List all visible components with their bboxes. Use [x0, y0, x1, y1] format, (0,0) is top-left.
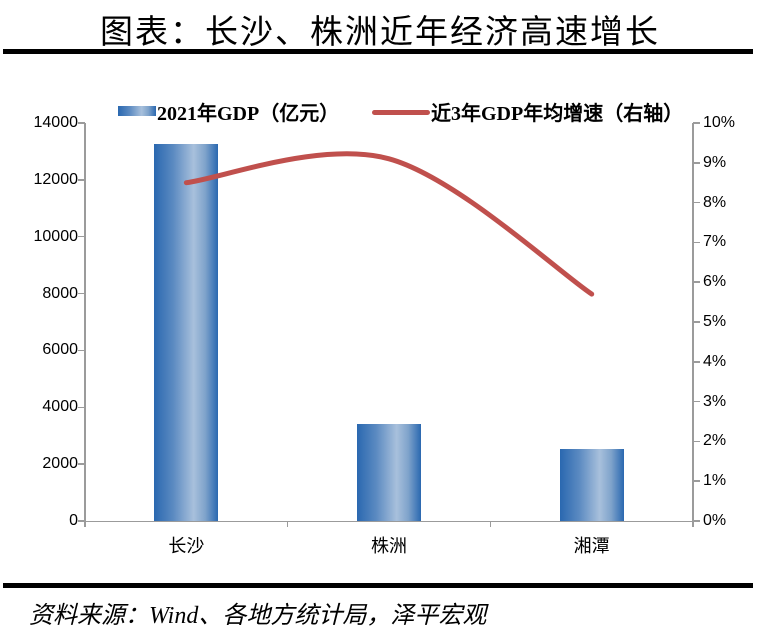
- right-axis-tick-label: 0%: [703, 512, 727, 529]
- left-axis-tick-label: 6000: [42, 341, 78, 359]
- right-axis-tick: [693, 400, 700, 403]
- gdp-bar: [357, 423, 421, 521]
- title-divider-rule: [3, 49, 753, 54]
- x-axis-tick: [489, 521, 492, 527]
- right-axis-tick-label: 8%: [703, 193, 727, 211]
- left-axis-tick-label: 4000: [42, 398, 78, 416]
- category-label: 株洲: [371, 536, 407, 556]
- gdp-bar-legend-swatch: [118, 106, 156, 116]
- left-axis-tick: [78, 235, 85, 238]
- right-axis-tick-label: 4%: [703, 352, 727, 370]
- left-axis-tick-label: 10000: [33, 227, 79, 245]
- x-axis-tick: [84, 521, 86, 527]
- right-axis-tick: [693, 122, 700, 124]
- right-axis-tick-label: 9%: [703, 153, 727, 171]
- left-axis-tick: [78, 406, 85, 409]
- right-axis-tick: [693, 162, 700, 164]
- right-axis-tick: [693, 480, 700, 482]
- right-axis-tick: [693, 440, 700, 443]
- gdp-bar-legend-label: 2021年GDP（亿元）: [157, 103, 340, 125]
- left-axis-tick-label: 0: [69, 512, 78, 529]
- right-axis-tick-label: 1%: [703, 472, 727, 490]
- category-label: 湘潭: [573, 536, 610, 556]
- gdp-bar: [154, 143, 219, 521]
- x-axis-tick: [286, 521, 289, 527]
- left-axis-tick-label: 2000: [42, 455, 78, 473]
- left-axis-tick-label: 8000: [42, 284, 78, 302]
- right-axis-tick-label: 10%: [703, 114, 736, 131]
- category-label: 长沙: [168, 536, 205, 556]
- right-axis-tick-label: 2%: [703, 432, 727, 450]
- source-note: 资料来源：Wind、各地方统计局，泽平宏观: [29, 603, 487, 629]
- left-axis-tick: [78, 179, 85, 181]
- right-axis-tick-label: 6%: [703, 273, 727, 291]
- chart-title: 图表：长沙、株洲近年经济高速增长: [100, 15, 660, 51]
- x-axis-tick: [692, 521, 694, 527]
- growth-line-legend-swatch: [372, 110, 430, 115]
- right-axis-tick: [693, 321, 700, 323]
- left-axis-line: [84, 123, 86, 521]
- left-axis-tick-label: 14000: [33, 114, 79, 131]
- growth-line-legend-label: 近3年GDP年均增速（右轴）: [431, 103, 684, 125]
- right-axis-tick: [693, 201, 700, 204]
- growth-line: [183, 151, 595, 297]
- footer-divider-rule: [3, 583, 753, 588]
- left-axis-tick-label: 12000: [33, 170, 79, 188]
- left-axis-tick: [78, 349, 85, 352]
- right-axis-tick: [693, 281, 700, 283]
- right-axis-tick: [693, 241, 700, 244]
- right-axis-tick-label: 3%: [703, 392, 727, 410]
- gdp-bar: [559, 448, 624, 521]
- right-axis-tick: [693, 361, 700, 363]
- left-axis-tick: [78, 520, 85, 522]
- right-axis-tick-label: 5%: [703, 313, 727, 330]
- right-axis-line: [692, 123, 694, 521]
- left-axis-tick: [78, 463, 85, 465]
- right-axis-tick-label: 7%: [703, 233, 727, 251]
- left-axis-tick: [78, 122, 85, 124]
- x-axis-line: [84, 520, 694, 522]
- right-axis-tick: [693, 520, 700, 522]
- left-axis-tick: [78, 292, 85, 295]
